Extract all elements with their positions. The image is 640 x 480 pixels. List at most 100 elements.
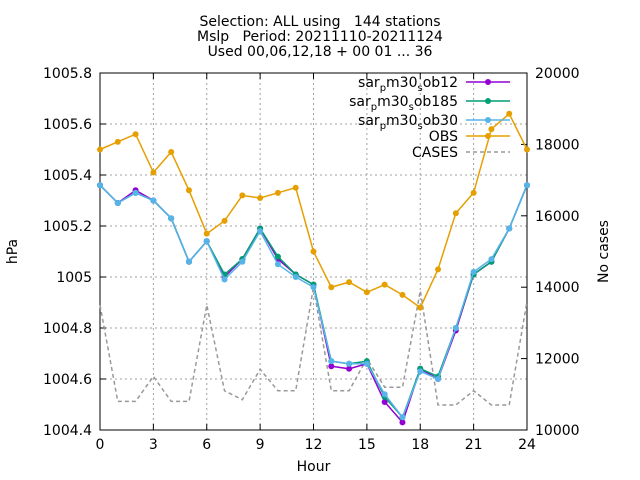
data-point xyxy=(417,368,424,375)
legend-label: sarpm30sob12 xyxy=(358,75,458,94)
data-point xyxy=(257,228,264,235)
y-tick-label: 1005.8 xyxy=(43,66,92,82)
legend-marker xyxy=(485,98,491,104)
data-point xyxy=(150,169,157,176)
data-point xyxy=(221,217,228,224)
data-point xyxy=(132,131,139,138)
data-point xyxy=(292,184,299,191)
data-point xyxy=(292,274,299,280)
series-2 xyxy=(97,182,530,421)
y-tick-label: 1004.4 xyxy=(43,423,92,439)
data-point xyxy=(506,110,513,117)
y-tick-label: 1005.4 xyxy=(43,168,92,184)
x-tick-label: 21 xyxy=(465,437,483,453)
data-point xyxy=(168,149,175,156)
data-point xyxy=(203,230,210,237)
x-tick-label: 24 xyxy=(518,437,536,453)
data-point xyxy=(239,258,246,265)
data-point xyxy=(346,279,353,286)
data-point xyxy=(328,284,335,291)
data-point xyxy=(239,192,246,199)
data-point xyxy=(221,276,228,283)
data-point xyxy=(363,360,370,367)
y-tick-label: 1005.2 xyxy=(43,219,92,235)
data-point xyxy=(452,325,459,331)
x-tick-label: 12 xyxy=(305,437,323,453)
data-point xyxy=(328,363,335,370)
data-point xyxy=(185,258,192,265)
legend-marker xyxy=(485,79,491,85)
data-point xyxy=(381,391,388,398)
series-3 xyxy=(97,110,530,311)
data-point xyxy=(132,189,139,196)
data-point xyxy=(399,414,406,421)
data-point xyxy=(346,360,353,367)
data-point xyxy=(470,189,477,196)
data-point xyxy=(506,225,513,232)
data-point xyxy=(328,358,335,365)
legend-label: OBS xyxy=(429,129,458,145)
y-tick-label: 1004.6 xyxy=(43,372,92,388)
title-line: Used 00,06,12,18 + 00 01 ... 36 xyxy=(208,44,433,60)
data-point xyxy=(274,261,281,268)
data-point xyxy=(435,376,442,382)
x-tick-label: 15 xyxy=(358,437,376,453)
data-point xyxy=(435,266,442,273)
data-point xyxy=(417,304,424,311)
data-point xyxy=(114,200,121,207)
title-line: Selection: ALL using 144 stations xyxy=(199,14,440,30)
data-point xyxy=(257,194,264,201)
data-point xyxy=(381,281,388,288)
data-point xyxy=(524,146,530,153)
data-point xyxy=(399,419,406,426)
y-tick-label: 1004.8 xyxy=(43,321,92,337)
data-point xyxy=(97,146,103,153)
x-axis-label: Hour xyxy=(297,459,331,475)
y2-tick-label: 16000 xyxy=(535,209,580,225)
data-point xyxy=(168,215,175,222)
y-axis-label: hPa xyxy=(5,239,21,264)
data-point xyxy=(524,182,530,189)
legend-marker xyxy=(485,117,491,123)
y-tick-label: 1005.6 xyxy=(43,117,92,133)
data-point xyxy=(310,248,317,255)
data-point xyxy=(310,284,317,291)
x-tick-label: 3 xyxy=(149,437,158,453)
x-tick-label: 9 xyxy=(256,437,265,453)
x-tick-label: 18 xyxy=(411,437,429,453)
data-point xyxy=(399,291,406,298)
legend-label: sarpm30sob185 xyxy=(349,94,458,113)
data-point xyxy=(363,289,370,296)
data-point xyxy=(274,253,281,260)
series-4 xyxy=(99,287,528,406)
data-point xyxy=(114,138,121,145)
data-point xyxy=(470,268,477,275)
data-point xyxy=(203,238,210,245)
data-point xyxy=(274,189,281,196)
legend: sarpm30sob12sarpm30sob185sarpm30sob30OBS… xyxy=(349,75,510,161)
data-point xyxy=(488,126,495,133)
data-point xyxy=(150,197,157,204)
data-point xyxy=(488,256,495,263)
data-point xyxy=(381,398,388,405)
series-group xyxy=(97,110,530,426)
y2-axis-label: No cases xyxy=(596,220,612,283)
data-point xyxy=(346,365,353,372)
y2-tick-label: 10000 xyxy=(535,423,580,439)
legend-label: CASES xyxy=(412,145,458,161)
y2-tick-label: 12000 xyxy=(535,352,580,368)
legend-marker xyxy=(485,133,491,139)
data-point xyxy=(452,210,459,217)
x-tick-label: 0 xyxy=(96,437,105,453)
axis-ticks: 0 3 6 9 12 15 18 21 24 1004.4 1004.6 1004.8 1005 1005… xyxy=(43,66,580,453)
data-point xyxy=(185,187,192,194)
data-point xyxy=(97,182,103,189)
series-line xyxy=(99,287,528,406)
x-tick-label: 6 xyxy=(202,437,211,453)
legend-label: sarpm30sob30 xyxy=(358,113,458,132)
y2-tick-label: 14000 xyxy=(535,280,580,296)
y-tick-label: 1005 xyxy=(56,270,92,286)
y2-tick-label: 20000 xyxy=(535,66,580,82)
